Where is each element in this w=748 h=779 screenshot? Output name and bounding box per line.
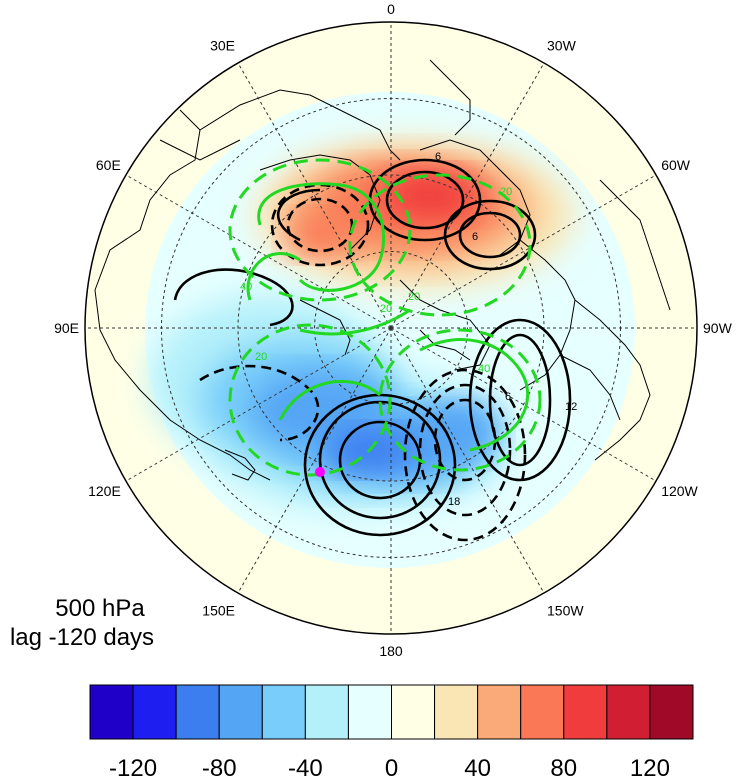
colorbar-swatch: [218, 684, 263, 740]
meridian-line: [390, 174, 657, 329]
colorbar-tick-label: -80: [202, 755, 237, 779]
longitude-label: 90W: [703, 320, 733, 336]
longitude-label: 30W: [547, 38, 577, 54]
longitude-label: 60W: [661, 157, 691, 173]
coastlines: [94, 59, 671, 481]
contour-label: 20: [255, 351, 267, 363]
green-contours: [246, 182, 530, 452]
longitude-label: 120E: [88, 483, 121, 499]
meridian-line: [390, 327, 545, 594]
colorbar-swatch: [563, 684, 608, 740]
green-dashed-contours: [228, 158, 542, 477]
colorbar-tick-label: 40: [464, 755, 491, 779]
shaded-field: [85, 22, 697, 634]
map-boundary: [84, 21, 698, 635]
meridian-line: [125, 327, 392, 482]
colorbar-tick-label: 120: [630, 755, 670, 779]
colorbar-swatch: [261, 684, 306, 740]
colorbar-tick-label: 0: [385, 755, 398, 779]
colorbar-swatch: [89, 684, 134, 740]
meridian-line: [237, 327, 392, 594]
colorbar-swatch: [132, 684, 177, 740]
longitude-label: 90E: [54, 320, 79, 336]
longitude-label: 60E: [96, 157, 121, 173]
colorbar-swatch: [606, 684, 651, 740]
longitude-label: 30E: [210, 38, 235, 54]
longitude-label: 180: [379, 643, 403, 659]
contour-label: 6: [472, 231, 478, 243]
longitude-label: 150E: [202, 602, 235, 618]
contour-label: 6: [505, 391, 511, 403]
meridian-line: [390, 327, 657, 482]
colorbar-tick-label: -120: [109, 755, 157, 779]
colorbar-swatch: [434, 684, 479, 740]
colorbar-swatch: [304, 684, 349, 740]
meridian-line: [125, 174, 392, 329]
colorbar: [89, 684, 694, 740]
contour-label: 20: [380, 303, 392, 315]
contour-label: 40: [478, 363, 490, 375]
colorbar-swatch: [520, 684, 565, 740]
colorbar-swatch: [391, 684, 436, 740]
contour-label: 18: [448, 496, 460, 508]
contour-label: 20: [500, 186, 512, 198]
latitude-circle: [314, 251, 468, 405]
longitude-label: 150W: [547, 602, 584, 618]
meridian-line: [390, 62, 545, 329]
contour-label: 20: [408, 291, 420, 303]
longitude-labels: 0 30E 30W 60E 60W 90E 90W 120E 120W 150E 150W 180: [54, 1, 732, 659]
colorbar-tick-label: -40: [288, 755, 323, 779]
contour-labels: 6 6 6 12 18 40 40 20 20 20 20: [240, 151, 577, 508]
colorbar-swatch: [649, 684, 694, 740]
contour-label: 6: [435, 151, 441, 163]
colorbar-tick-labels: -120 -80 -40 0 40 80 120: [109, 755, 670, 779]
contour-label: 40: [240, 281, 252, 293]
pressure-level-label: 500 hPa: [55, 595, 145, 622]
colorbar-swatch: [347, 684, 392, 740]
longitude-label: 0: [387, 1, 395, 17]
lag-label: lag -120 days: [10, 624, 154, 651]
longitude-label: 120W: [661, 483, 698, 499]
colorbar-tick-label: 80: [550, 755, 577, 779]
location-marker: [315, 467, 325, 477]
contour-label: 12: [565, 401, 577, 413]
colorbar-swatch: [477, 684, 522, 740]
colorbar-swatch: [175, 684, 220, 740]
